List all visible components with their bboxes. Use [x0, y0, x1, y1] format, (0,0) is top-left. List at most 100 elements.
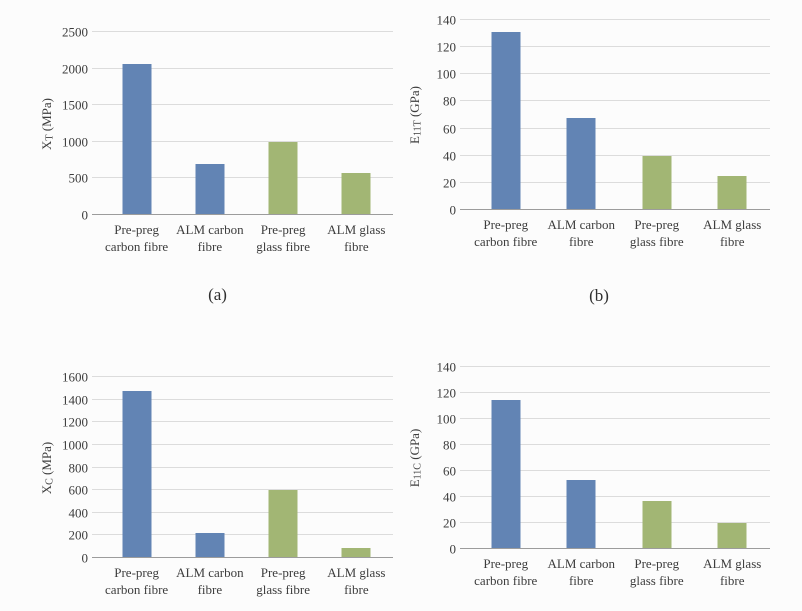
plot-area: 0 500 1000 1500 2000 2500: [62, 26, 393, 222]
y-tick-label: 0: [81, 207, 89, 223]
y-tick-label: 0: [449, 541, 457, 557]
x-category-label: Pre-preg glass fibre: [629, 217, 684, 249]
plot-area: 0 20 40 60 80 100 120 140: [437, 361, 770, 556]
bar-alm-carbon-fibre: [195, 163, 225, 215]
gridline: [460, 496, 770, 497]
y-tick-label: 60: [443, 121, 456, 137]
x-category-label: ALM carbon fibre: [547, 556, 615, 588]
bar-pre-preg-carbon-fibre: [491, 32, 521, 210]
y-tick-label: 20: [443, 515, 456, 531]
gridline: [92, 31, 393, 32]
y-axis-title-subscript: 11T: [413, 120, 424, 137]
subfigure-caption-b: (b): [589, 286, 609, 305]
y-tick-label: 40: [443, 489, 456, 505]
x-category-label: Pre-preg carbon fibre: [474, 556, 538, 588]
y-tick-label: 40: [443, 148, 456, 164]
y-tick-label: 120: [436, 385, 457, 401]
y-tick-label: 400: [68, 505, 89, 521]
gridline: [92, 398, 393, 400]
y-tick-label: 800: [68, 460, 89, 475]
y-axis-title-unit: (MPa): [39, 441, 55, 478]
y-axis-title-symbol: X: [39, 484, 55, 494]
gridline: [92, 489, 393, 491]
y-tick-label: 0: [81, 550, 89, 566]
x-axis-line: [92, 557, 393, 558]
x-category-label: Pre-preg glass fibre: [256, 565, 311, 597]
y-tick-label: 80: [443, 437, 456, 453]
x-category-label: Pre-preg carbon fibre: [105, 565, 169, 597]
y-tick-label: 60: [443, 463, 456, 479]
y-tick-label: 1500: [62, 97, 88, 113]
x-category-label: ALM glass fibre: [703, 217, 762, 249]
gridline: [92, 466, 393, 468]
chart-e11t-gpa: E11T (GPa) 0 20 40 60 80 100 120 140 Pre-preg c…: [407, 14, 770, 305]
bar-pre-preg-glass-fibre: [268, 141, 298, 215]
gridline: [460, 73, 770, 75]
y-axis-title-subscript: T: [45, 133, 56, 141]
plot-area: 0 20 40 60 80 100 120 140: [437, 14, 770, 217]
gridline: [460, 392, 770, 393]
y-tick-label: 140: [436, 12, 457, 28]
gridline: [92, 443, 393, 445]
gridline: [460, 444, 770, 445]
bar-pre-preg-glass-fibre: [268, 490, 298, 558]
x-axis-line: [460, 548, 770, 549]
y-axis-title-symbol: E: [407, 136, 423, 144]
y-tick-label: 1200: [62, 414, 88, 430]
gridline: [92, 511, 393, 513]
bar-alm-carbon-fibre: [566, 117, 596, 210]
y-tick-label: 100: [436, 411, 457, 427]
x-axis-labels: Pre-preg carbon fibre ALM carbon fibre Pre…: [468, 217, 770, 251]
y-axis-title: E11C (GPa): [407, 429, 424, 488]
y-axis-title-unit: (GPa): [407, 428, 423, 464]
y-tick-label: 2500: [62, 24, 88, 40]
bar-alm-glass-fibre: [341, 173, 371, 215]
gridline: [460, 127, 770, 129]
y-axis-title-subscript: 11C: [413, 463, 424, 480]
y-tick-label: 1400: [62, 392, 88, 408]
x-axis-labels: Pre-preg carbon fibre ALM carbon fibre Pre…: [100, 565, 393, 599]
gridline: [460, 418, 770, 419]
subfigure-caption-a: (a): [208, 285, 227, 304]
y-tick-label: 80: [443, 93, 456, 109]
gridline: [92, 421, 393, 423]
x-category-label: Pre-preg carbon fibre: [105, 222, 169, 254]
y-axis-title-unit: (MPa): [39, 97, 55, 134]
gridline: [460, 181, 770, 183]
x-category-label: Pre-preg carbon fibre: [474, 217, 538, 249]
y-tick-label: 1000: [62, 134, 88, 150]
y-axis-title: XT (MPa): [39, 98, 56, 150]
bar-pre-preg-carbon-fibre: [122, 64, 152, 215]
y-tick-label: 600: [68, 482, 89, 498]
y-tick-label: 1600: [62, 369, 88, 385]
gridline: [460, 154, 770, 156]
bar-pre-preg-glass-fibre: [642, 500, 672, 549]
gridline: [92, 140, 393, 142]
x-category-label: ALM glass fibre: [703, 556, 762, 588]
y-tick-label: 0: [449, 202, 457, 218]
bar-pre-preg-carbon-fibre: [491, 399, 521, 549]
bar-pre-preg-carbon-fibre: [122, 390, 152, 558]
y-axis-title: E11T (GPa): [407, 86, 424, 144]
x-category-label: ALM carbon fibre: [176, 565, 244, 597]
gridline: [92, 67, 393, 69]
gridline: [460, 522, 770, 523]
x-category-label: ALM glass fibre: [327, 565, 386, 597]
chart-e11c-gpa: E11C (GPa) 0 20 40 60 80 100 120 140 Pre-preg c…: [407, 361, 770, 588]
chart-xt-mpa: XT (MPa) 0 500 1000 1500 2000 2500 Pre-preg c…: [39, 26, 393, 304]
x-category-label: ALM carbon fibre: [547, 217, 615, 249]
chart-xc-mpa: XC (MPa) 0 200 400 600 800 1000 1200 1400 1600 P…: [39, 371, 393, 597]
y-axis-title: XC (MPa): [39, 441, 56, 494]
x-category-label: ALM carbon fibre: [176, 222, 244, 254]
bar-alm-glass-fibre: [717, 176, 747, 210]
gridline: [460, 46, 770, 48]
gridline: [92, 104, 393, 106]
gridline: [92, 534, 393, 536]
y-axis-title-symbol: E: [407, 479, 423, 488]
y-tick-label: 500: [68, 170, 89, 186]
x-axis-labels: Pre-preg carbon fibre ALM carbon fibre Pre…: [100, 222, 393, 256]
y-axis-title-subscript: C: [45, 477, 56, 485]
y-tick-label: 1000: [62, 437, 88, 453]
bar-alm-carbon-fibre: [566, 480, 596, 549]
